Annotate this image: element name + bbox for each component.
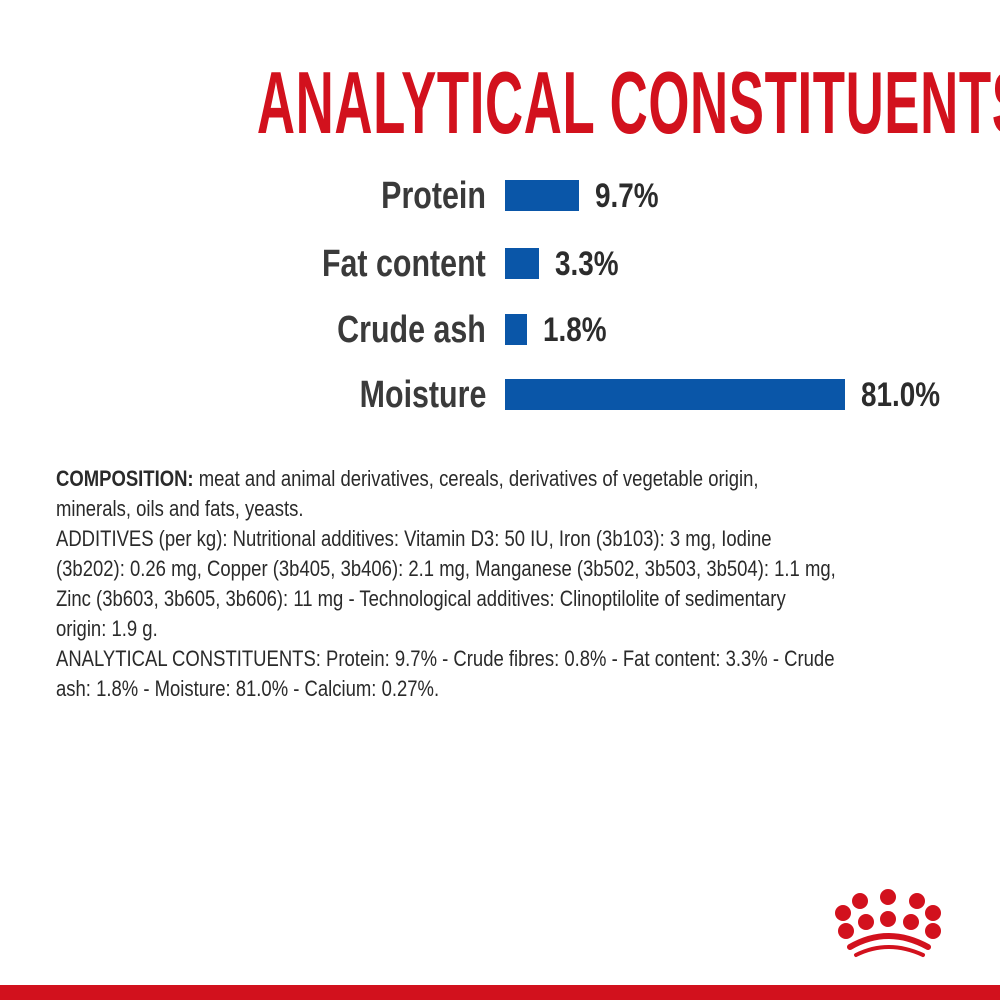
crown-dots <box>835 889 941 939</box>
bar-moisture <box>505 379 845 410</box>
bar-row: Crude ash 1.8% <box>0 310 1000 350</box>
bar-label: Fat content <box>322 243 486 285</box>
composition-line: origin: 1.9 g. <box>56 614 836 644</box>
crown-logo <box>820 885 955 970</box>
composition-line: COMPOSITION: meat and animal derivatives… <box>56 464 836 494</box>
bar-row: Protein 9.7% <box>0 176 1000 216</box>
bar-crude-ash <box>505 314 527 345</box>
composition-line: ash: 1.8% - Moisture: 81.0% - Calcium: 0… <box>56 674 836 704</box>
bar-fat-content <box>505 248 539 279</box>
bar-value-label: 3.3% <box>555 245 619 283</box>
composition-text: COMPOSITION: meat and animal derivatives… <box>56 464 836 704</box>
composition-line: Zinc (3b603, 3b605, 3b606): 11 mg - Tech… <box>56 584 836 614</box>
bar-label: Protein <box>381 175 486 217</box>
composition-line-text: meat and animal derivatives, cereals, de… <box>193 466 759 491</box>
chart-title-text: ANALYTICAL CONSTITUENTS <box>256 53 1000 152</box>
composition-line-text: origin: 1.9 g. <box>56 616 158 641</box>
footer-bar <box>0 985 1000 1000</box>
composition-heading: COMPOSITION: <box>56 466 194 491</box>
bar-value-label: 9.7% <box>595 177 659 215</box>
composition-line: (3b202): 0.26 mg, Copper (3b405, 3b406):… <box>56 554 836 584</box>
bar-row: Fat content 3.3% <box>0 244 1000 284</box>
bar-value-label: 81.0% <box>861 376 941 414</box>
composition-line: ADDITIVES (per kg): Nutritional additive… <box>56 524 836 554</box>
composition-line: minerals, oils and fats, yeasts. <box>56 494 836 524</box>
composition-line-text: ADDITIVES (per kg): Nutritional additive… <box>56 526 772 551</box>
bar-value-label: 1.8% <box>543 311 607 349</box>
composition-line-text: (3b202): 0.26 mg, Copper (3b405, 3b406):… <box>56 556 836 581</box>
bar-row: Moisture 81.0% <box>0 375 1000 415</box>
composition-line-text: minerals, oils and fats, yeasts. <box>56 496 304 521</box>
composition-line-text: Zinc (3b603, 3b605, 3b606): 11 mg - Tech… <box>56 586 786 611</box>
bar-label: Crude ash <box>337 309 486 351</box>
composition-line-text: ANALYTICAL CONSTITUENTS: Protein: 9.7% -… <box>56 646 835 671</box>
composition-line: ANALYTICAL CONSTITUENTS: Protein: 9.7% -… <box>56 644 836 674</box>
bar-protein <box>505 180 579 211</box>
composition-line-text: ash: 1.8% - Moisture: 81.0% - Calcium: 0… <box>56 676 440 701</box>
bar-label: Moisture <box>359 374 486 416</box>
chart-title: ANALYTICAL CONSTITUENTS <box>0 52 1000 154</box>
